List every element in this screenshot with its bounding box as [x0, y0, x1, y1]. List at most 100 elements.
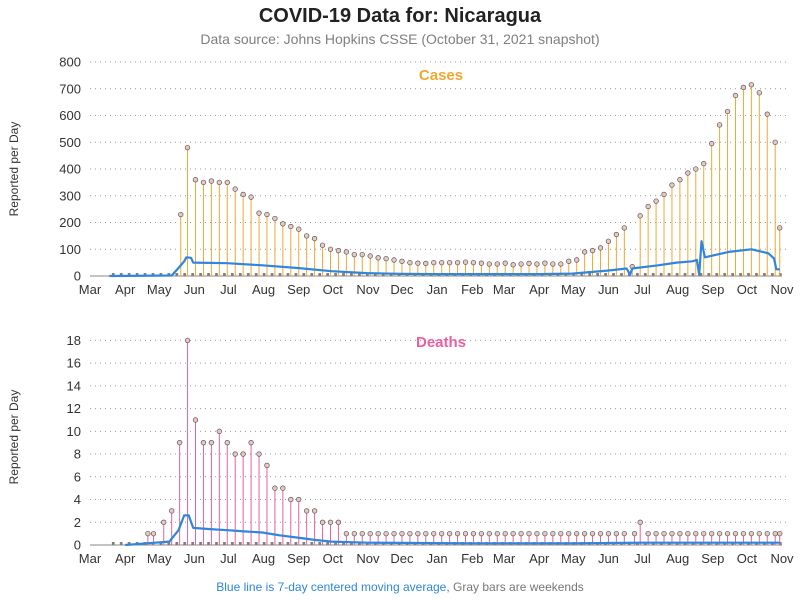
- deaths-point: [653, 530, 659, 537]
- deaths-point: [415, 530, 421, 537]
- deaths-point: [732, 530, 739, 537]
- deaths-point: [335, 519, 342, 525]
- deaths-point: [343, 530, 350, 537]
- y-tick-label: 8: [74, 447, 81, 462]
- cases-point: [327, 246, 334, 252]
- x-tick-label: Apr: [529, 282, 550, 297]
- cases-point: [558, 261, 564, 267]
- cases-point: [574, 257, 580, 263]
- cases-point: [732, 92, 739, 99]
- deaths-point: [319, 519, 326, 525]
- deaths-point: [518, 530, 524, 537]
- deaths-point: [264, 462, 270, 469]
- deaths-point: [311, 508, 318, 514]
- cases-point: [621, 225, 627, 231]
- deaths-point: [446, 530, 453, 537]
- cases-point: [478, 260, 485, 266]
- cases-point: [756, 90, 762, 96]
- deaths-point: [631, 530, 638, 537]
- x-tick-label: Jul: [634, 551, 651, 566]
- footnote-moving-average: Blue line is 7-day centered moving avera…: [216, 580, 450, 594]
- y-tick-label: 12: [67, 401, 81, 416]
- x-tick-label: Jul: [634, 282, 651, 297]
- y-tick-label: 700: [59, 81, 81, 96]
- deaths-point: [558, 530, 564, 537]
- deaths-point: [208, 440, 215, 446]
- cases-point: [335, 247, 342, 254]
- cases-point: [669, 182, 675, 188]
- x-tick-label: Dec: [390, 551, 414, 566]
- cases-point: [716, 122, 723, 128]
- cases-point: [502, 260, 508, 266]
- cases-point: [375, 255, 381, 261]
- cases-panel-title: Cases: [419, 67, 463, 84]
- x-tick-label: Mar: [79, 282, 102, 297]
- deaths-point: [589, 530, 596, 537]
- deaths-point: [709, 530, 715, 537]
- x-tick-label: Sep: [701, 551, 724, 566]
- deaths-point: [184, 337, 191, 344]
- y-tick-label: 0: [74, 538, 81, 553]
- cases-point: [407, 259, 413, 266]
- x-tick-label: Oct: [737, 282, 758, 297]
- cases-point: [232, 186, 238, 192]
- y-tick-label: 500: [59, 135, 81, 150]
- chart-subtitle: Data source: Johns Hopkins CSSE (October…: [200, 31, 600, 47]
- cases-point: [304, 233, 310, 239]
- y-axis-label: Reported per Day: [7, 390, 21, 485]
- x-tick-label: Apr: [115, 282, 136, 297]
- deaths-point: [748, 530, 755, 537]
- x-tick-label: May: [561, 282, 586, 297]
- cases-point: [693, 166, 699, 172]
- x-tick-label: Aug: [252, 551, 275, 566]
- deaths-point: [494, 530, 500, 537]
- deaths-point: [724, 530, 731, 537]
- deaths-point: [161, 519, 167, 525]
- cases-point: [597, 245, 604, 251]
- deaths-point: [669, 530, 675, 537]
- y-tick-label: 200: [59, 215, 81, 230]
- cases-point: [486, 261, 492, 267]
- cases-panel: 0 100 200 300 400 500 600 700 800 Mar Apr May Jun Jul…: [7, 55, 794, 298]
- deaths-panel: 0 2 4 6 8 10 12 14 16 18 Mar Apr May Jun Jul Aug Sep Oct N…: [7, 333, 794, 566]
- deaths-point: [645, 530, 651, 537]
- cases-point: [772, 139, 778, 145]
- cases-point: [216, 179, 222, 186]
- deaths-point: [693, 530, 699, 537]
- x-tick-label: Sep: [287, 551, 310, 566]
- deaths-point: [677, 530, 683, 537]
- cases-point: [581, 249, 588, 255]
- x-tick-label: Oct: [323, 551, 344, 566]
- deaths-point: [605, 530, 612, 537]
- x-tick-label: Jan: [427, 282, 448, 297]
- y-axis-label: Reported per Day: [7, 122, 21, 217]
- cases-point: [399, 258, 405, 264]
- x-tick-label: Jul: [220, 551, 237, 566]
- cases-point: [709, 140, 715, 147]
- deaths-point: [375, 530, 381, 537]
- deaths-point: [192, 417, 199, 423]
- cases-point: [534, 261, 540, 267]
- cases-point: [677, 177, 683, 183]
- x-tick-label: Nov: [770, 282, 794, 297]
- cases-point: [280, 221, 286, 227]
- cases-point: [748, 82, 755, 88]
- deaths-point: [176, 440, 183, 446]
- x-tick-label: Feb: [461, 282, 483, 297]
- cases-point: [319, 242, 326, 248]
- cases-point: [470, 259, 477, 266]
- deaths-point: [566, 530, 572, 537]
- y-tick-label: 6: [74, 469, 81, 484]
- cases-point: [566, 258, 572, 264]
- cases-point: [240, 191, 246, 198]
- x-tick-label: Mar: [493, 282, 516, 297]
- deaths-point: [716, 530, 723, 537]
- deaths-point: [145, 530, 151, 537]
- cases-point: [724, 108, 731, 115]
- cases-point: [510, 262, 516, 268]
- deaths-point: [439, 530, 445, 537]
- x-tick-label: Oct: [737, 551, 758, 566]
- deaths-point: [280, 485, 286, 491]
- cases-point: [256, 210, 262, 216]
- y-tick-label: 16: [67, 356, 81, 371]
